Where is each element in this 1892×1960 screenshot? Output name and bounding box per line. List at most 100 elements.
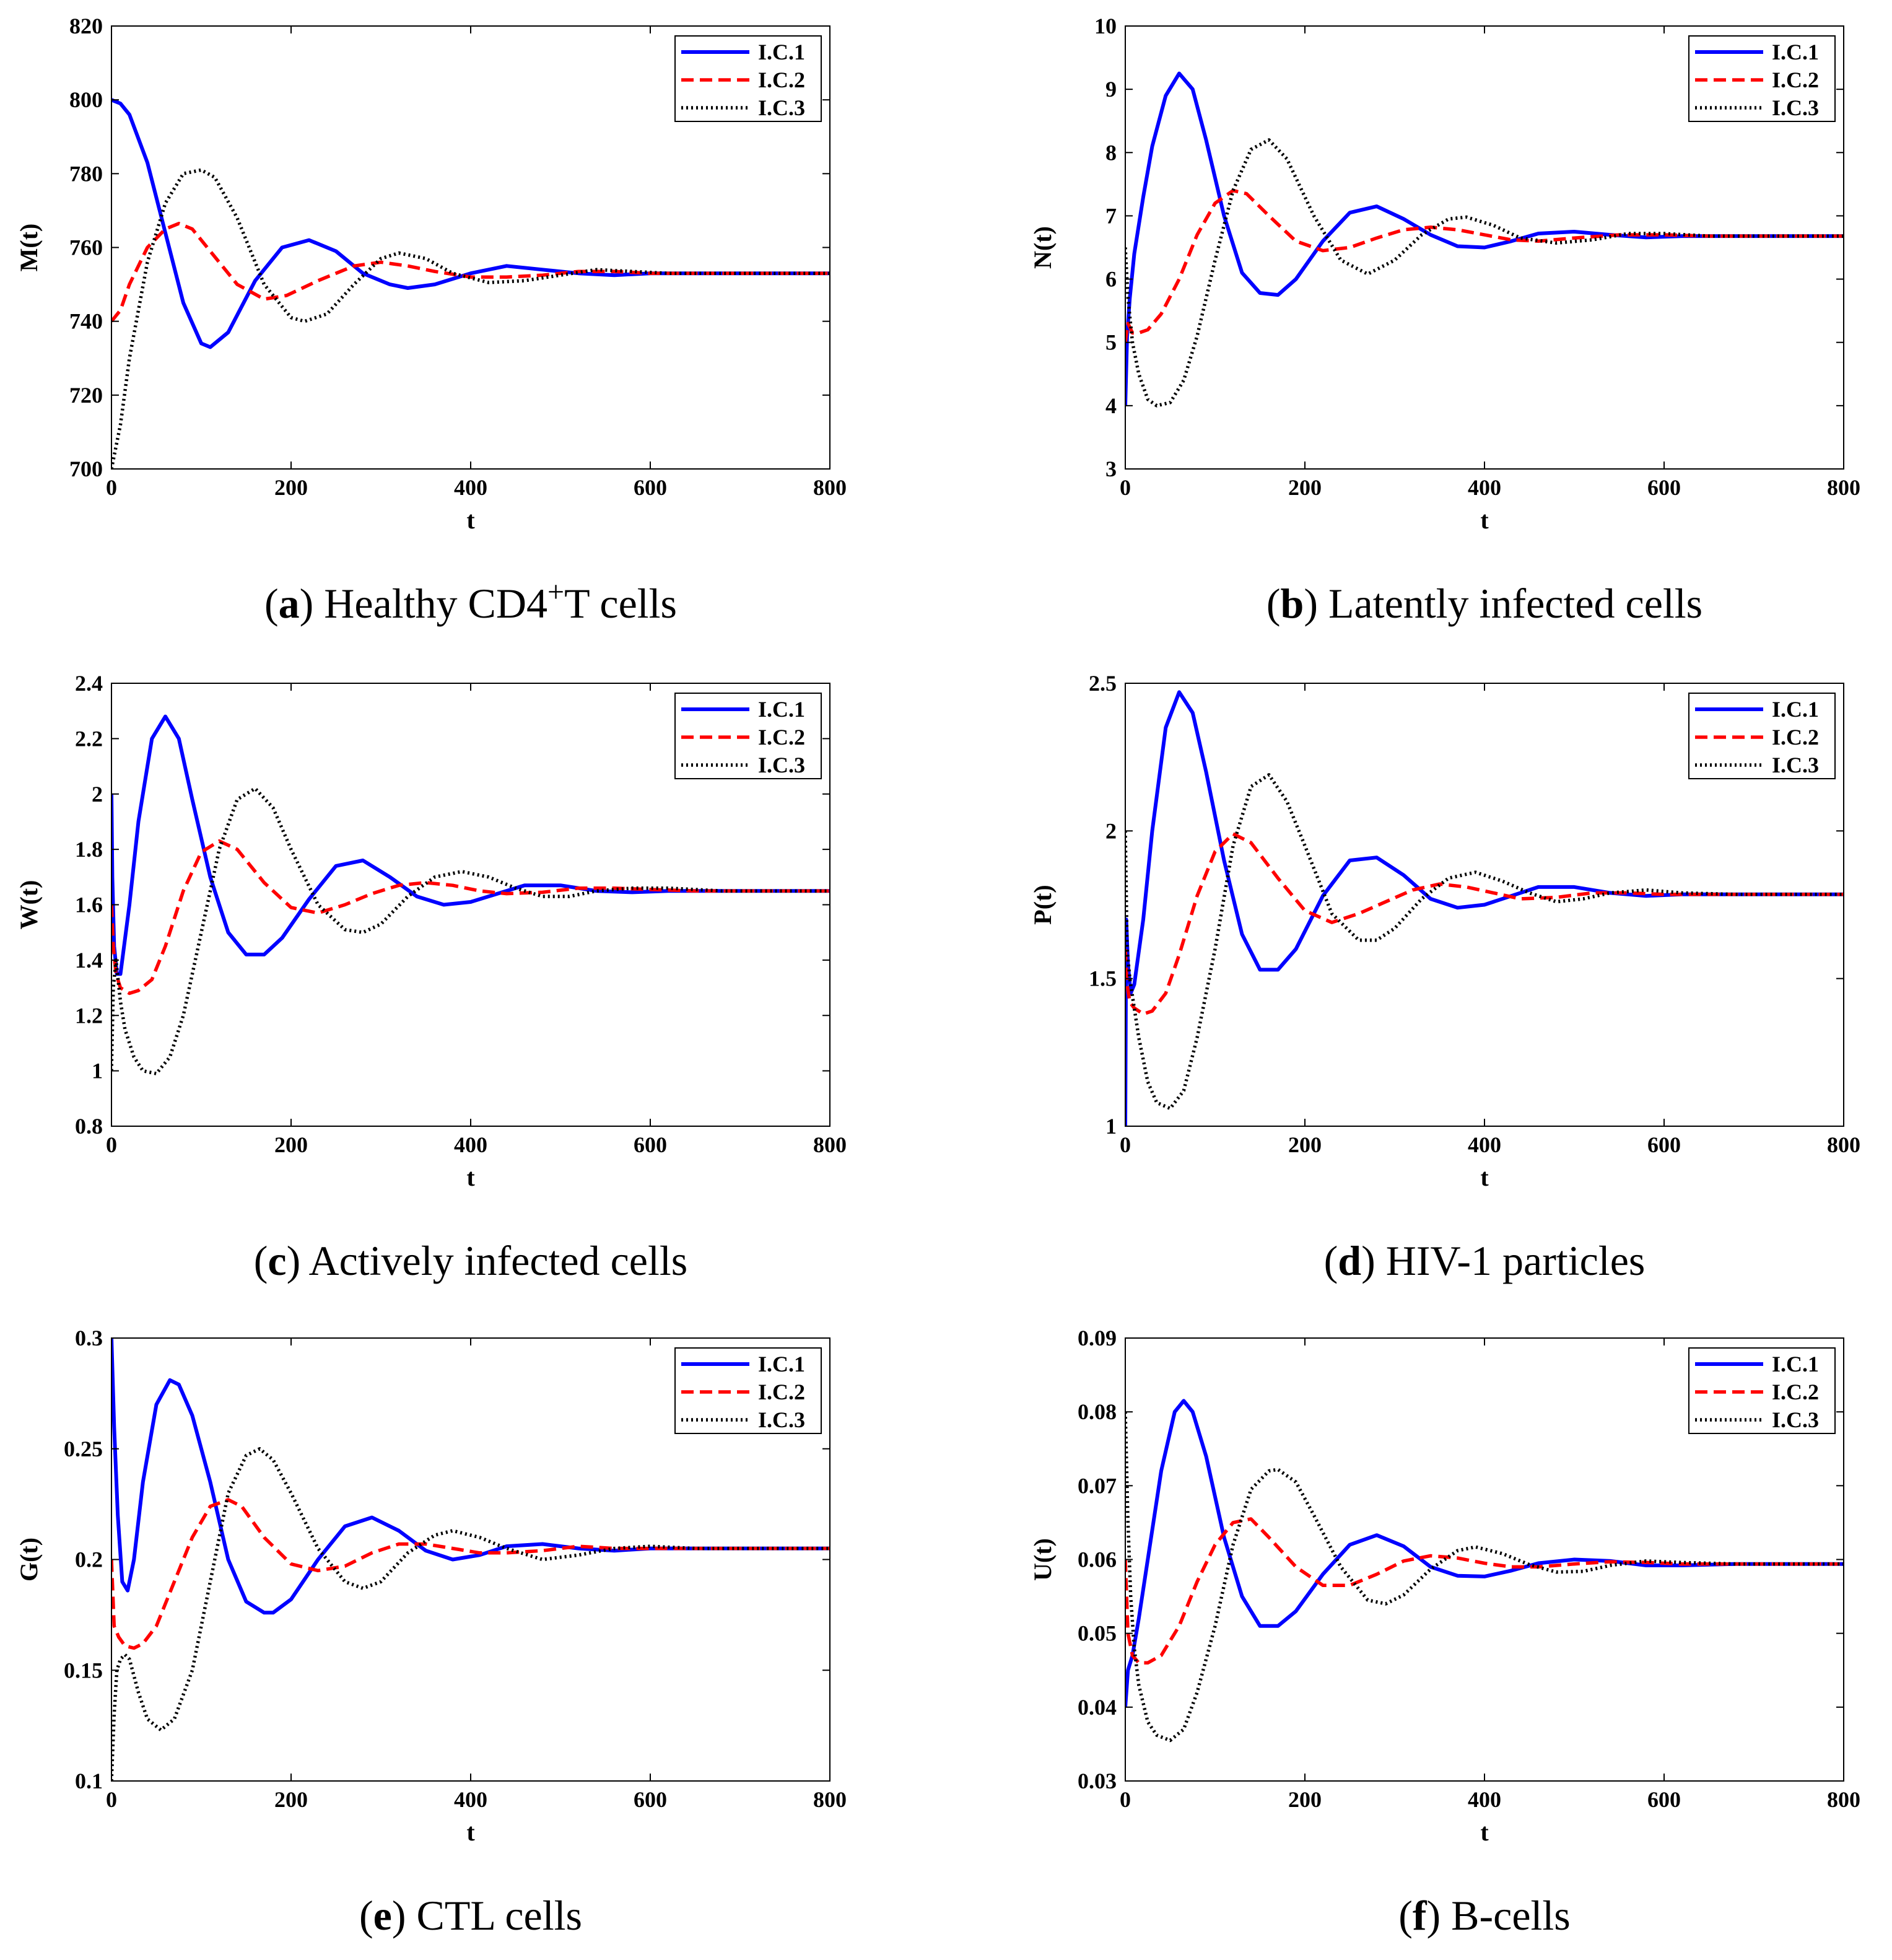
panel-caption: (d) HIV-1 particles — [1324, 1237, 1646, 1284]
y-tick-label: 0.05 — [1078, 1621, 1117, 1646]
panel-b: 0 200 400 600 800345678910tN(t)I.C.1I.C.2I.C… — [1029, 14, 1860, 627]
panel-caption: (a) Healthy CD4+T cells — [264, 575, 677, 627]
y-tick-label: 0.1 — [75, 1769, 103, 1793]
y-tick-label: 0.8 — [75, 1114, 103, 1139]
x-tick-label: 800 — [1827, 1787, 1860, 1812]
y-axis-label: N(t) — [1029, 226, 1057, 269]
series-line-d-2 — [1125, 832, 1844, 1016]
panel-a: 0 200 400 600 800 700 720 740 760 780 800 820 t M(t) I… — [15, 14, 847, 627]
y-tick-label: 2 — [92, 782, 103, 807]
x-tick-label: 600 — [1647, 1787, 1681, 1812]
y-tick-label: 700 — [69, 457, 103, 481]
y-tick-label: 5 — [1105, 330, 1117, 355]
legend: I.C.1 I.C.2 I.C.3 — [674, 35, 822, 122]
y-tick-label: 7 — [1105, 203, 1117, 228]
y-axis-label: M(t) — [15, 224, 43, 272]
x-tick-label: 400 — [1468, 1787, 1501, 1812]
y-tick-label: 0.3 — [75, 1326, 103, 1350]
x-axis-label: t — [1480, 1163, 1489, 1191]
panel-f: 0 200 400 600 800 0.03 0.04 0.05 0.06 0.07 0.08 0.0… — [1029, 1326, 1860, 1939]
y-tick-label: 10 — [1094, 14, 1117, 38]
x-tick-label: 200 — [1288, 1132, 1322, 1157]
legend-label-2: I.C.2 — [1772, 1380, 1819, 1404]
y-tick-label: 2.2 — [75, 726, 103, 751]
y-tick-label: 780 — [69, 161, 103, 186]
x-tick-label: 400 — [454, 1787, 487, 1812]
series-line-b-2 — [1125, 188, 1844, 343]
x-tick-label: 200 — [1288, 475, 1322, 500]
legend-label-3: I.C.3 — [1772, 95, 1819, 120]
legend-label-1: I.C.1 — [758, 1352, 805, 1376]
y-tick-label: 1.2 — [75, 1003, 103, 1028]
x-tick-label: 800 — [1827, 475, 1860, 500]
y-tick-label: 1.4 — [75, 948, 103, 973]
y-tick-label: 820 — [69, 14, 103, 38]
legend: I.C.1 I.C.2 I.C.3 — [1688, 1347, 1836, 1434]
legend-label-3: I.C.3 — [758, 95, 805, 120]
x-tick-label: 400 — [454, 475, 487, 500]
y-tick-label: 3 — [1105, 457, 1117, 481]
y-tick-label: 800 — [69, 87, 103, 112]
x-tick-label: 0 — [1120, 1132, 1131, 1157]
series-line-c-2 — [111, 839, 830, 995]
legend-label-2: I.C.2 — [758, 725, 805, 750]
y-axis-label: P(t) — [1029, 885, 1057, 924]
series-line-e-1 — [111, 1338, 830, 1615]
legend-label-3: I.C.3 — [1772, 1407, 1819, 1432]
legend-label-1: I.C.1 — [1772, 1352, 1819, 1376]
y-tick-label: 1.6 — [75, 893, 103, 917]
series-line-a-1 — [111, 98, 830, 349]
x-axis-label: t — [1480, 506, 1489, 534]
series-line-a-2 — [111, 222, 830, 323]
panel-caption: (f) B-cells — [1398, 1892, 1571, 1939]
legend-label-2: I.C.2 — [1772, 68, 1819, 92]
x-tick-label: 600 — [634, 1132, 667, 1157]
y-tick-label: 720 — [69, 383, 103, 408]
y-axis-label: W(t) — [15, 880, 43, 930]
y-tick-label: 1 — [1105, 1114, 1117, 1139]
x-tick-label: 200 — [274, 1132, 308, 1157]
x-tick-label: 0 — [106, 1132, 117, 1157]
y-axis-label: U(t) — [1029, 1538, 1057, 1581]
y-tick-label: 0.07 — [1078, 1473, 1117, 1498]
y-tick-label: 1 — [92, 1059, 103, 1083]
series-line-e-2 — [111, 1498, 830, 1650]
y-tick-label: 0.08 — [1078, 1399, 1117, 1424]
series-line-b-3 — [1125, 138, 1844, 408]
x-tick-label: 400 — [454, 1132, 487, 1157]
y-axis-label: G(t) — [15, 1538, 43, 1582]
y-tick-label: 9 — [1105, 77, 1117, 102]
legend-label-2: I.C.2 — [758, 1380, 805, 1404]
y-tick-label: 4 — [1105, 393, 1117, 418]
legend-label-3: I.C.3 — [758, 753, 805, 777]
y-tick-label: 2.5 — [1089, 671, 1117, 696]
panel-caption: (b) Latently infected cells — [1266, 580, 1702, 627]
y-tick-label: 0.06 — [1078, 1547, 1117, 1572]
legend-label-1: I.C.1 — [758, 697, 805, 722]
legend-label-3: I.C.3 — [1772, 753, 1819, 777]
x-tick-label: 600 — [634, 475, 667, 500]
y-tick-label: 1.5 — [1089, 966, 1117, 991]
series-line-c-1 — [111, 714, 830, 976]
panel-c: 0 200 400 600 800 0.8 1 1.2 1.4 1.6 1.8 2 2.2 2.4 t W(t… — [15, 671, 847, 1284]
y-tick-label: 1.8 — [75, 837, 103, 862]
x-axis-label: t — [1480, 1818, 1489, 1846]
panel-e: 0 200 400 600 800 0.1 0.15 0.2 0.25 0.3 t G(t) I.C.1… — [15, 1326, 847, 1939]
x-tick-label: 200 — [1288, 1787, 1322, 1812]
legend-label-2: I.C.2 — [758, 68, 805, 92]
x-tick-label: 0 — [1120, 1787, 1131, 1812]
x-tick-label: 0 — [1120, 475, 1131, 500]
y-tick-label: 0.15 — [64, 1658, 103, 1682]
series-line-b-1 — [1125, 71, 1844, 406]
legend-label-1: I.C.1 — [1772, 40, 1819, 64]
series-line-e-3 — [111, 1447, 830, 1781]
legend: I.C.1 I.C.2 I.C.3 — [1688, 35, 1836, 122]
x-tick-label: 800 — [813, 475, 847, 500]
y-tick-label: 0.2 — [75, 1547, 103, 1572]
legend-label-1: I.C.1 — [758, 40, 805, 64]
x-tick-label: 400 — [1468, 1132, 1501, 1157]
x-axis-label: t — [466, 506, 475, 534]
x-tick-label: 400 — [1468, 475, 1501, 500]
y-tick-label: 2 — [1105, 818, 1117, 843]
legend-label-2: I.C.2 — [1772, 725, 1819, 750]
